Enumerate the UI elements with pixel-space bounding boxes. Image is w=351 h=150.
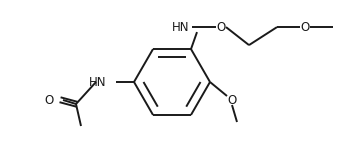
Text: O: O <box>45 93 54 106</box>
Text: O: O <box>216 21 226 34</box>
Text: O: O <box>227 93 237 106</box>
Text: O: O <box>300 21 310 34</box>
Text: HN: HN <box>88 75 106 88</box>
Text: HN: HN <box>172 21 189 34</box>
